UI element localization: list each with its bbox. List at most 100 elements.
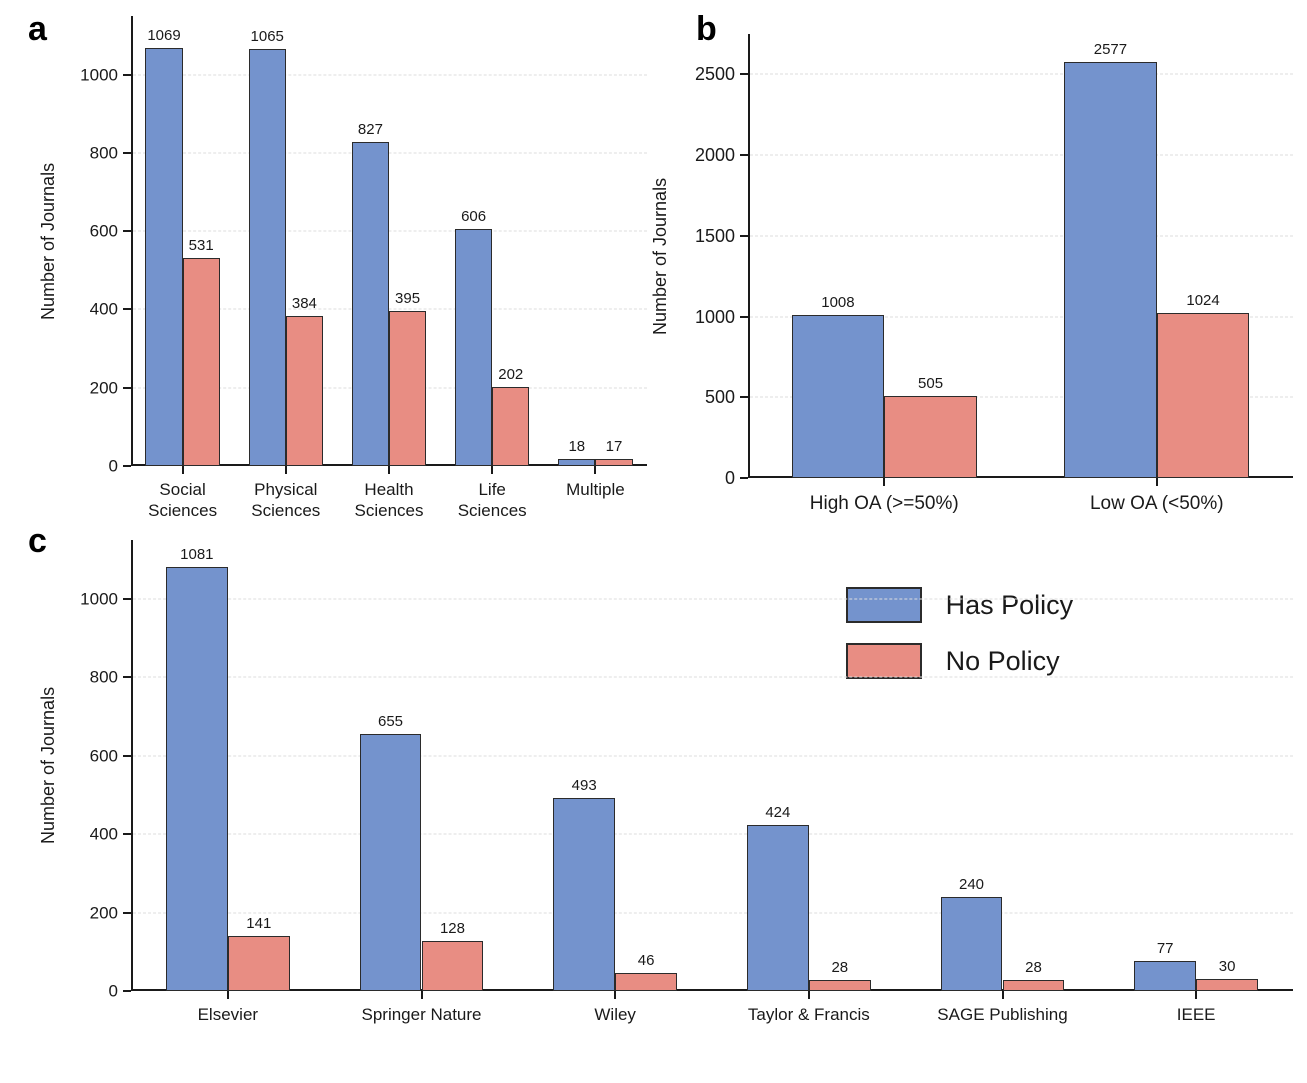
legend-label-no-policy: No Policy bbox=[945, 645, 1060, 676]
gridline-500 bbox=[750, 396, 1293, 398]
bar-value-label: 655 bbox=[377, 713, 404, 731]
bar-value-label: 384 bbox=[291, 294, 317, 312]
bar-value-label: 30 bbox=[1218, 958, 1236, 976]
bar-value-label: 1065 bbox=[250, 28, 284, 46]
y-tick-label-800: 800 bbox=[89, 143, 118, 163]
y-tick-label-1000: 1000 bbox=[80, 589, 118, 609]
bar-value-label: 240 bbox=[958, 875, 985, 893]
x-tick bbox=[1155, 478, 1158, 486]
bar-no_policy bbox=[1156, 312, 1250, 478]
panel-a-plot-area: 0 200 400 600 800 1000 Social Sciences 1069 531 P… bbox=[80, 16, 647, 520]
bar-value-label: 395 bbox=[395, 290, 421, 308]
y-tick-800 bbox=[123, 676, 131, 679]
gridline-1000 bbox=[133, 598, 1293, 600]
bar-no_policy bbox=[595, 459, 633, 466]
panel-a-y-axis-line bbox=[131, 16, 133, 466]
panel-b-letter: b bbox=[696, 10, 717, 48]
y-tick-label-400: 400 bbox=[89, 824, 118, 844]
category-label: Springer Nature bbox=[361, 1005, 482, 1024]
y-tick-label-1000: 1000 bbox=[80, 65, 118, 85]
category-label: Elsevier bbox=[197, 1005, 259, 1024]
category-label: Life Sciences bbox=[457, 480, 527, 521]
y-tick-label-600: 600 bbox=[89, 221, 118, 241]
y-tick-label-400: 400 bbox=[89, 299, 118, 319]
bar-value-label: 2577 bbox=[1093, 40, 1128, 58]
y-tick-label-1000: 1000 bbox=[694, 306, 735, 327]
bar-no_policy bbox=[1196, 979, 1259, 991]
y-tick-0 bbox=[123, 465, 131, 467]
bar-no_policy bbox=[421, 940, 484, 991]
y-tick-label-500: 500 bbox=[704, 387, 735, 408]
bar-no_policy bbox=[285, 315, 323, 466]
bar-no_policy bbox=[227, 935, 290, 991]
bar-value-label: 18 bbox=[568, 437, 586, 455]
x-tick bbox=[226, 991, 229, 999]
y-tick-1000 bbox=[123, 597, 131, 600]
bar-has_policy bbox=[791, 315, 885, 478]
x-tick bbox=[388, 466, 390, 474]
panel-a-y-axis-label: Number of Journals bbox=[38, 162, 58, 320]
bar-value-label: 531 bbox=[188, 237, 214, 255]
y-tick-500 bbox=[740, 396, 748, 399]
x-tick bbox=[491, 466, 494, 474]
category-label: Health Sciences bbox=[354, 480, 424, 521]
category-label: SAGE Publishing bbox=[937, 1005, 1068, 1024]
bar-has_policy bbox=[1064, 61, 1157, 478]
y-tick-2500 bbox=[740, 73, 748, 76]
gridline-400 bbox=[133, 833, 1293, 835]
y-tick-2000 bbox=[740, 154, 748, 157]
gridline-1000 bbox=[133, 74, 647, 76]
y-tick-label-0: 0 bbox=[108, 981, 118, 1001]
bar-no_policy bbox=[182, 258, 220, 466]
bar-value-label: 202 bbox=[498, 365, 524, 383]
panel-b-plot-area: 0 500 1000 1500 2000 2500 High OA (>=50%) 1008 5… bbox=[695, 34, 1293, 514]
bar-has_policy bbox=[1134, 960, 1197, 991]
bar-no_policy bbox=[1002, 980, 1065, 991]
gridline-600 bbox=[133, 755, 1293, 757]
bar-no_policy bbox=[615, 972, 678, 991]
bar-no_policy bbox=[492, 386, 530, 466]
legend-item-has-policy: Has Policy bbox=[845, 587, 1073, 624]
gridline-2500 bbox=[750, 73, 1293, 75]
x-tick bbox=[1001, 991, 1004, 999]
panel-b-x-axis-line bbox=[748, 476, 1293, 478]
gridline-1500 bbox=[750, 235, 1293, 237]
y-tick-800 bbox=[123, 151, 131, 154]
panel-a-letter: a bbox=[28, 10, 47, 48]
x-tick bbox=[420, 991, 423, 999]
bar-has_policy bbox=[746, 824, 809, 991]
category-label: Multiple bbox=[566, 480, 625, 499]
bar-value-label: 1008 bbox=[821, 294, 855, 312]
panel-b-y-axis-label: Number of Journals bbox=[650, 177, 670, 335]
y-tick-1500 bbox=[740, 234, 748, 237]
gridline-200 bbox=[133, 912, 1293, 914]
y-tick-label-2500: 2500 bbox=[694, 64, 735, 85]
y-tick-label-200: 200 bbox=[89, 903, 118, 923]
panel-c-x-axis-line bbox=[131, 989, 1293, 991]
y-tick-600 bbox=[123, 230, 131, 233]
x-tick bbox=[284, 466, 287, 474]
category-label: Taylor & Francis bbox=[747, 1005, 870, 1024]
category-label: High OA (>=50%) bbox=[809, 493, 959, 514]
y-tick-label-800: 800 bbox=[89, 667, 118, 687]
legend-item-no-policy: No Policy bbox=[845, 643, 1074, 680]
bar-value-label: 28 bbox=[831, 959, 849, 977]
panel-c-y-axis-line bbox=[131, 540, 133, 991]
y-tick-0 bbox=[740, 477, 748, 479]
legend-swatch-has-policy bbox=[845, 587, 922, 624]
bar-has_policy bbox=[359, 734, 422, 991]
bar-value-label: 141 bbox=[246, 914, 272, 932]
panel-c-y-axis-label: Number of Journals bbox=[38, 686, 58, 845]
category-label: Wiley bbox=[594, 1005, 636, 1024]
x-tick bbox=[594, 466, 597, 474]
x-tick bbox=[807, 991, 810, 999]
category-label: Low OA (<50%) bbox=[1089, 493, 1224, 514]
bar-no_policy bbox=[884, 396, 977, 478]
y-tick-400 bbox=[123, 308, 131, 311]
bar-has_policy bbox=[248, 49, 286, 466]
panel-b-y-axis-line bbox=[748, 34, 750, 478]
bar-value-label: 1024 bbox=[1186, 291, 1220, 309]
bar-has_policy bbox=[940, 896, 1003, 991]
bar-value-label: 77 bbox=[1156, 939, 1174, 957]
gridline-800 bbox=[133, 676, 1293, 678]
